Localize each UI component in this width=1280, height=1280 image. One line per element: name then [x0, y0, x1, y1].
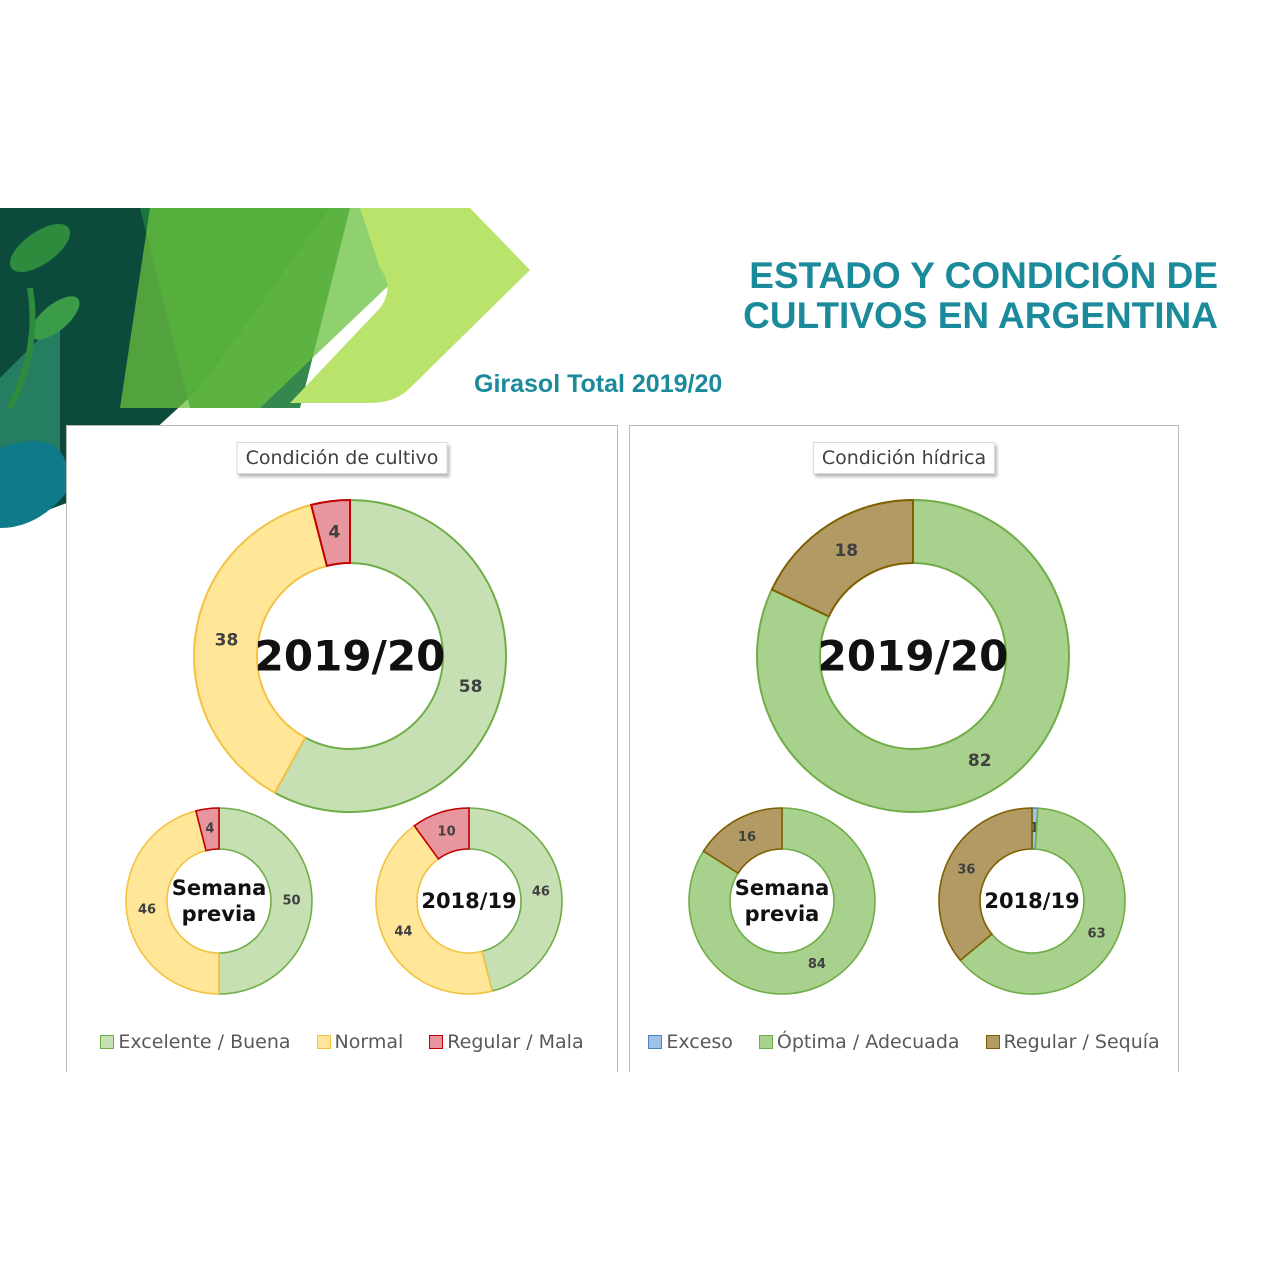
- panel-condicion-cultivo: 58 38 4 2019/20 50 46 4 Semana previa 46 44 10 2018/…: [66, 425, 618, 1072]
- panel-title: Condición hídrica: [812, 442, 996, 474]
- data-label: 4: [328, 522, 340, 542]
- data-label: 4: [205, 822, 214, 837]
- data-label: 44: [394, 924, 412, 939]
- donut-0: 082182019/20: [756, 498, 1070, 813]
- panel-condicion-hidrica: 082182019/2008416Semanaprevia163362018/1…: [629, 425, 1179, 1072]
- donut-0: 58 38 4 2019/20: [193, 498, 507, 813]
- donut-center-label: 2018/19: [421, 889, 516, 913]
- data-label: 63: [1088, 926, 1106, 941]
- legend-label: Regular / Sequía: [1003, 1031, 1160, 1053]
- donut-center-label: previa: [182, 902, 257, 926]
- main-title-line-2: CULTIVOS EN ARGENTINA: [743, 295, 1218, 336]
- donut-segment: [468, 807, 563, 993]
- donut-segment: [702, 807, 783, 875]
- data-label: 16: [738, 830, 756, 845]
- donut-center-label: Semana: [735, 876, 830, 900]
- legend-swatch: [316, 1035, 331, 1049]
- donut-center-label: previa: [745, 902, 820, 926]
- legend: Excelente / Buena Normal Regular / Mala: [67, 1031, 617, 1053]
- data-label: 46: [532, 884, 550, 899]
- legend-label: Exceso: [666, 1031, 733, 1053]
- legend-label: Normal: [334, 1031, 404, 1053]
- panel-title: Condición de cultivo: [236, 442, 448, 474]
- donut-segment: [218, 807, 313, 995]
- legend-swatch: [985, 1035, 1000, 1049]
- donut-center-label: 2018/19: [984, 889, 1079, 913]
- donut-segment: [273, 498, 507, 813]
- data-label: 18: [834, 541, 858, 561]
- donut-segment: [688, 807, 876, 995]
- data-label: 1: [1030, 821, 1039, 836]
- donut-2: 1 63 36 2018/19: [938, 807, 1126, 995]
- legend-item-exceso: Exceso: [648, 1031, 733, 1053]
- donut-segment: [959, 807, 1126, 995]
- donut-segment: [413, 807, 470, 861]
- legend-swatch: [429, 1035, 444, 1049]
- donut-segment: [938, 807, 1033, 962]
- data-label: 82: [968, 751, 992, 771]
- donut-center-label: Semana: [172, 876, 267, 900]
- data-label: 10: [438, 825, 456, 840]
- data-label: 36: [957, 863, 975, 878]
- legend-swatch: [648, 1035, 663, 1049]
- legend: Exceso Óptima / Adecuada Regular / Sequí…: [630, 1031, 1178, 1053]
- data-label: 84: [808, 957, 826, 972]
- donut-segment: [756, 498, 1070, 813]
- legend-item-normal: Normal: [316, 1031, 404, 1053]
- legend-label: Regular / Mala: [447, 1031, 584, 1053]
- chart-subtitle: Girasol Total 2019/20: [474, 370, 723, 398]
- legend-label: Óptima / Adecuada: [776, 1031, 960, 1053]
- legend-item-optima: Óptima / Adecuada: [758, 1031, 960, 1053]
- data-label: 50: [282, 894, 300, 909]
- condicion-hidrica-donuts: 082182019/2008416Semanaprevia163362018/1…: [688, 498, 1126, 995]
- donut-segment: [375, 824, 494, 995]
- legend-swatch: [100, 1035, 115, 1049]
- donut-2: 46 44 10 2018/19: [375, 807, 563, 995]
- donut-segment: [309, 498, 351, 568]
- legend-swatch: [758, 1035, 773, 1049]
- donut-center-label: 2019/20: [255, 632, 446, 681]
- donut-segment: [194, 807, 220, 852]
- donut-segment: [125, 809, 220, 995]
- main-title-line-1: ESTADO Y CONDICIÓN DE: [749, 255, 1218, 296]
- donut-segment: [193, 503, 329, 795]
- data-label: 58: [459, 677, 483, 697]
- donut-segment: [770, 498, 914, 618]
- data-label: 46: [138, 903, 156, 918]
- legend-item-regular-mala: Regular / Mala: [429, 1031, 584, 1053]
- legend-item-excelente: Excelente / Buena: [100, 1031, 291, 1053]
- main-title: ESTADO Y CONDICIÓN DE CULTIVOS EN ARGENT…: [518, 256, 1218, 336]
- donut-center-label: 2019/20: [818, 632, 1009, 681]
- legend-item-sequia: Regular / Sequía: [985, 1031, 1160, 1053]
- data-label: 38: [215, 630, 239, 650]
- legend-label: Excelente / Buena: [118, 1031, 291, 1053]
